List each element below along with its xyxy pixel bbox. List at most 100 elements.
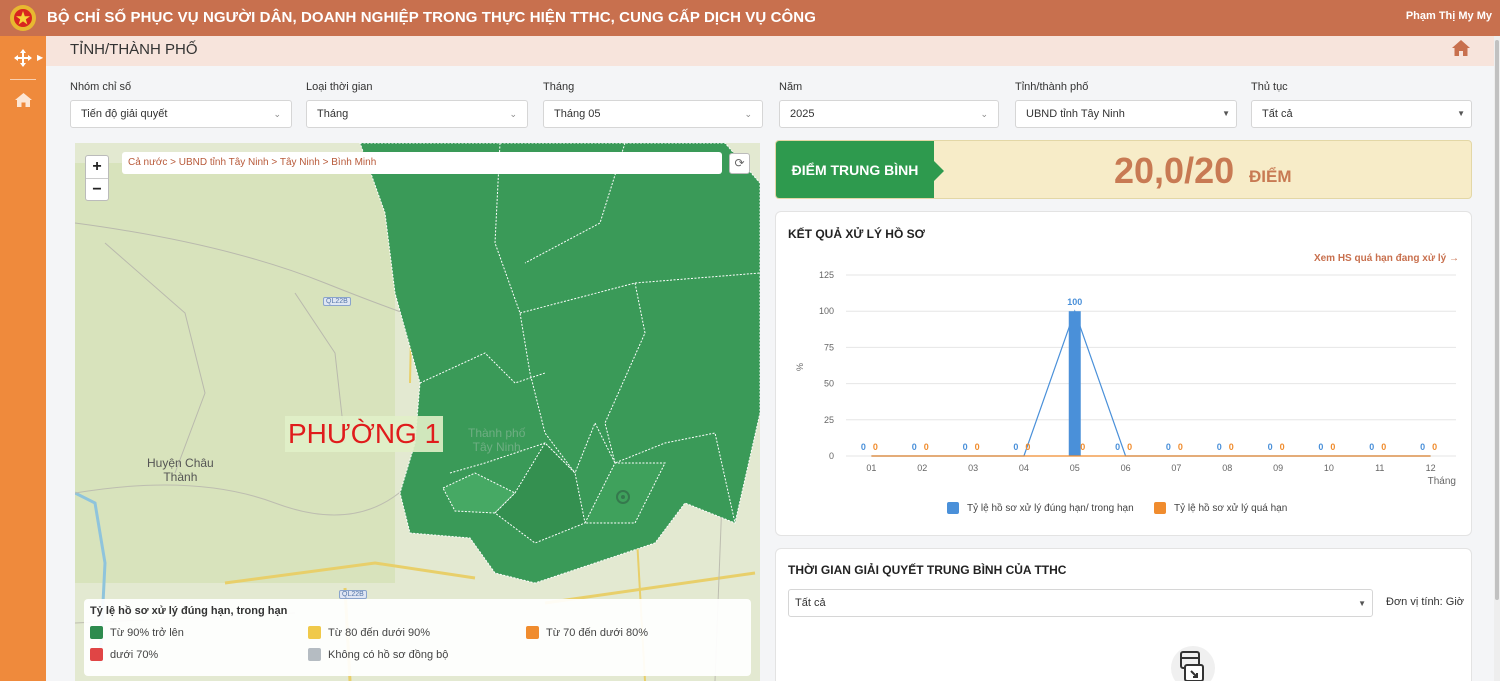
index-group-select[interactable]: Tiến độ giải quyết ⌄ (70, 100, 292, 128)
procedure-filter-select[interactable]: Tất cả ▼ (788, 589, 1373, 617)
place-label-line: Huyện Châu (147, 456, 214, 470)
filter-label-time-type: Loại thời gian (306, 81, 373, 93)
data-label-on-time: 0 (1318, 442, 1323, 452)
legend-label: Từ 90% trở lên (110, 627, 184, 639)
legend-swatch (90, 648, 103, 661)
road-label-ql22b: QL22B (323, 297, 351, 306)
chart-legend-item[interactable]: Tỷ lệ hồ sơ xử lý quá hạn (1154, 502, 1287, 515)
chart-legend-item[interactable]: Tỷ lệ hồ sơ xử lý đúng hạn/ trong hạn (947, 502, 1134, 515)
chevron-down-icon: ⌄ (509, 109, 517, 119)
year-select[interactable]: 2025 ⌄ (779, 100, 999, 128)
time-type-select[interactable]: Tháng ⌄ (306, 100, 528, 128)
place-label-chau-thanh: Huyện Châu Thành (147, 456, 214, 484)
processing-result-chart: 0 25 50 75 100 125% 01 02 03 04 05 06 07 08 09 10 11 12 Th… (795, 270, 1456, 487)
legend-swatch (308, 648, 321, 661)
data-label-on-time: 0 (1115, 442, 1120, 452)
caret-down-icon: ▼ (1358, 599, 1366, 608)
home-icon[interactable] (1452, 40, 1470, 56)
scrollbar-thumb[interactable] (1495, 40, 1499, 600)
legend-label: Từ 80 đến dưới 90% (328, 627, 431, 639)
page-title: TỈNH/THÀNH PHỐ (70, 41, 198, 58)
bar-on-time (1068, 311, 1081, 456)
legend-label: Tỷ lệ hồ sơ xử lý đúng hạn/ trong hạn (967, 503, 1134, 514)
move-icon[interactable] (12, 49, 34, 67)
zoom-in-button[interactable]: + (92, 158, 102, 175)
legend-label: Tỷ lệ hồ sơ xử lý quá hạn (1174, 503, 1288, 514)
procedure-value: Tất cả (1262, 108, 1293, 120)
y-tick-label: 100 (819, 306, 834, 316)
data-label-on-time: 0 (1369, 442, 1374, 452)
data-label-overdue: 0 (1381, 442, 1386, 452)
data-label-on-time: 0 (963, 442, 968, 452)
location-pin-icon (616, 490, 630, 504)
month-value: Tháng 05 (554, 108, 601, 120)
legend-swatch (1154, 502, 1166, 514)
data-label-overdue: 0 (1025, 442, 1030, 452)
page-scrollbar[interactable] (1494, 36, 1500, 681)
average-score-unit: ĐIỂM (1249, 167, 1292, 186)
top-bar: BỘ CHỈ SỐ PHỤC VỤ NGƯỜI DÂN, DOANH NGHIỆ… (0, 0, 1500, 36)
month-select[interactable]: Tháng 05 ⌄ (543, 100, 763, 128)
legend-title: Tỷ lệ hồ sơ xử lý đúng hạn, trong hạn (90, 605, 288, 617)
legend-label: Từ 70 đến dưới 80% (546, 627, 649, 639)
x-tick-label: 10 (1324, 463, 1334, 473)
road-label-ql22b: QL22B (339, 590, 367, 599)
legend-swatch (308, 626, 321, 639)
x-tick-label: 04 (1019, 463, 1029, 473)
y-tick-label: 125 (819, 270, 834, 280)
data-label-on-time: 0 (1013, 442, 1018, 452)
chevron-down-icon: ⌄ (273, 109, 281, 119)
data-label-on-time: 0 (912, 442, 917, 452)
data-label-overdue: 0 (1432, 442, 1437, 452)
legend-swatch (90, 626, 103, 639)
data-label-overdue: 0 (1178, 442, 1183, 452)
refresh-icon[interactable]: ⟳ (729, 153, 750, 174)
national-emblem-icon (10, 5, 36, 31)
data-label-on-time: 0 (861, 442, 866, 452)
filter-label-year: Năm (779, 81, 803, 93)
map-canvas[interactable] (75, 143, 760, 681)
data-label-overdue: 0 (1330, 442, 1335, 452)
view-overdue-link[interactable]: Xem HS quá hạn đang xử lý → (1313, 253, 1459, 264)
legend-item: Từ 70 đến dưới 80% (526, 626, 648, 640)
legend-item: Từ 90% trở lên (90, 626, 184, 640)
data-label-overdue: 0 (1080, 442, 1085, 452)
y-tick-label: 50 (824, 379, 834, 389)
zoom-out-button[interactable]: − (86, 178, 108, 200)
user-name[interactable]: Phạm Thị My My (1405, 10, 1492, 22)
chevron-down-icon: ⌄ (980, 109, 988, 119)
x-tick-label: 06 (1121, 463, 1131, 473)
legend-label: Không có hồ sơ đồng bộ (328, 649, 449, 661)
x-tick-label: 07 (1171, 463, 1181, 473)
x-tick-label: 08 (1222, 463, 1232, 473)
home-icon[interactable] (15, 93, 32, 107)
province-select[interactable]: UBND tỉnh Tây Ninh ▼ (1015, 100, 1237, 128)
card-title: THỜI GIAN GIẢI QUYẾT TRUNG BÌNH CỦA TTHC (788, 563, 1067, 577)
average-score-box: ĐIỂM TRUNG BÌNH 20,0/20 ĐIỂM (775, 140, 1472, 199)
average-time-card: THỜI GIAN GIẢI QUYẾT TRUNG BÌNH CỦA TTHC… (775, 548, 1472, 681)
app-title: BỘ CHỈ SỐ PHỤC VỤ NGƯỜI DÂN, DOANH NGHIỆ… (47, 9, 816, 26)
place-label-line: Tây Ninh (472, 440, 521, 454)
x-tick-label: 02 (917, 463, 927, 473)
data-label-overdue: 0 (1280, 442, 1285, 452)
unit-label: Đơn vị tính: Giờ (1386, 596, 1465, 608)
x-tick-label: 09 (1273, 463, 1283, 473)
expand-arrow-icon[interactable]: ▶ (37, 53, 44, 62)
data-label-overdue: 0 (924, 442, 929, 452)
procedure-select[interactable]: Tất cả ▼ (1251, 100, 1472, 128)
data-label-on-time: 0 (1420, 442, 1425, 452)
legend-item: Từ 80 đến dưới 90% (308, 626, 430, 640)
place-label-line: Thành (163, 470, 198, 484)
choropleth-map[interactable]: QL22B QL22B Huyện Châu Thành Thành phố T… (75, 143, 760, 681)
page-header: TỈNH/THÀNH PHỐ (46, 36, 1494, 66)
card-title: KẾT QUẢ XỬ LÝ HỒ SƠ (788, 227, 925, 241)
data-label-overdue: 0 (1127, 442, 1132, 452)
y-tick-label: 0 (829, 451, 834, 461)
legend-label: dưới 70% (110, 649, 159, 661)
filter-label-month: Tháng (543, 81, 575, 93)
y-axis-label: % (795, 363, 805, 371)
filter-label-procedure: Thủ tục (1251, 81, 1288, 93)
x-tick-label: 05 (1070, 463, 1080, 473)
legend-item: Không có hồ sơ đồng bộ (308, 648, 448, 662)
map-breadcrumb[interactable]: Cả nước > UBND tỉnh Tây Ninh > Tây Ninh … (122, 152, 722, 174)
